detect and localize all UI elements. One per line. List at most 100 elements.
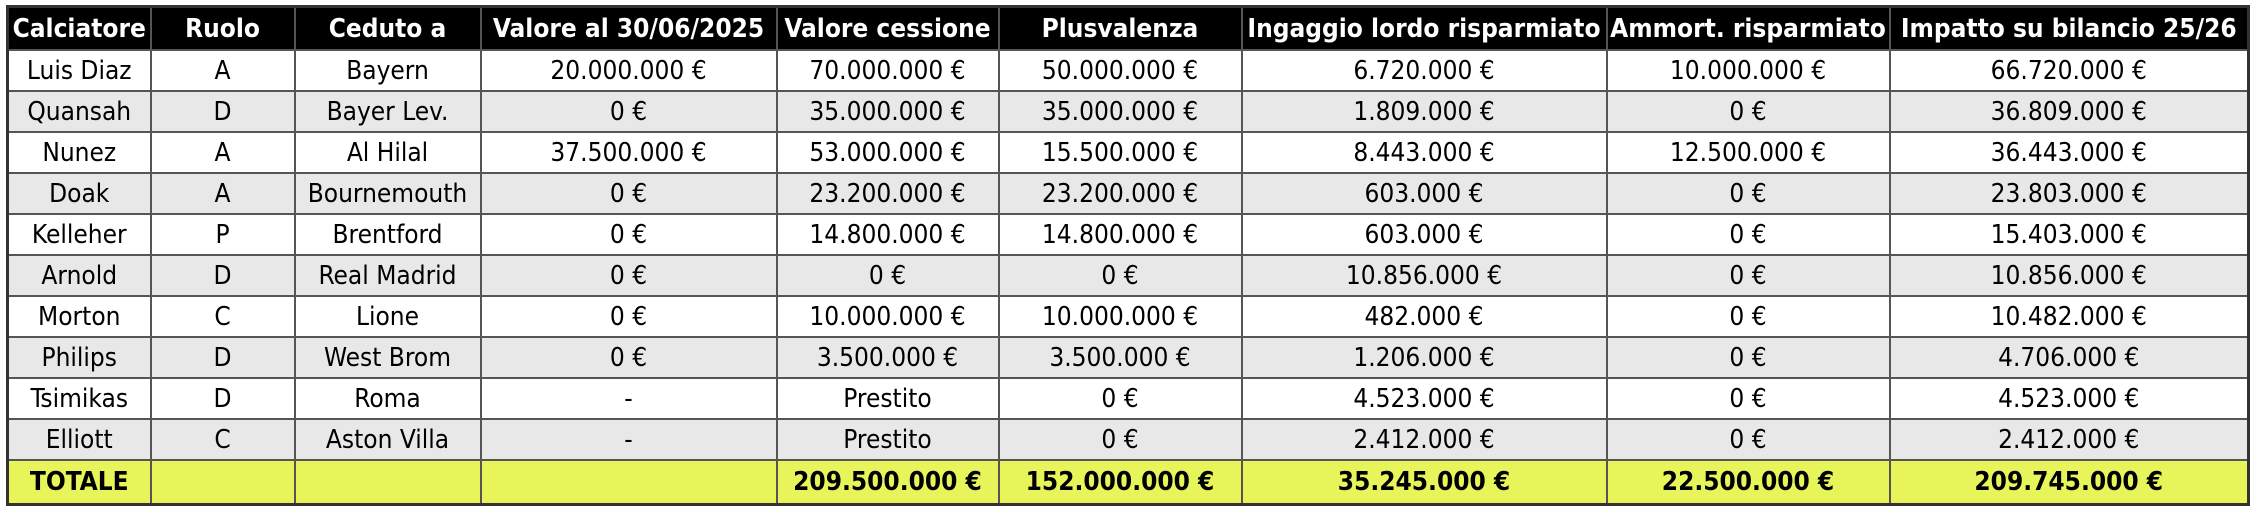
cell-plusvalenza: 0 € <box>997 418 1243 461</box>
cell-calciatore: Luis Diaz <box>6 49 152 92</box>
cell-plusvalenza: 10.000.000 € <box>997 295 1243 338</box>
cell-ammort: 0 € <box>1605 295 1891 338</box>
cell-plusvalenza: 0 € <box>997 254 1243 297</box>
cell-ruolo: A <box>149 172 296 215</box>
cell-ingaggio: 8.443.000 € <box>1240 131 1608 174</box>
cell-plusvalenza: 3.500.000 € <box>997 336 1243 379</box>
cell-ammort: 0 € <box>1605 172 1891 215</box>
cell-ceduto-a: West Brom <box>293 336 482 379</box>
cell-ruolo: C <box>149 295 296 338</box>
cell-valore-cessione: 0 € <box>775 254 1000 297</box>
header-ceduto-a: Ceduto a <box>293 5 482 51</box>
cell-valore-cessione: 10.000.000 € <box>775 295 1000 338</box>
cell-ceduto-a: Aston Villa <box>293 418 482 461</box>
cell-valore-30-06: - <box>479 418 778 461</box>
cell-ingaggio: 4.523.000 € <box>1240 377 1608 420</box>
cell-valore-cessione: 14.800.000 € <box>775 213 1000 256</box>
cell-ingaggio: 603.000 € <box>1240 213 1608 256</box>
total-label: TOTALE <box>6 459 152 506</box>
cell-impatto: 4.523.000 € <box>1888 377 2250 420</box>
cell-valore-30-06: 37.500.000 € <box>479 131 778 174</box>
cell-ceduto-a: Lione <box>293 295 482 338</box>
cell-ceduto-a: Bournemouth <box>293 172 482 215</box>
cell-valore-30-06: 20.000.000 € <box>479 49 778 92</box>
table-row: Morton C Lione 0 € 10.000.000 € 10.000.0… <box>6 295 2250 338</box>
cell-ceduto-a: Real Madrid <box>293 254 482 297</box>
cell-impatto: 10.482.000 € <box>1888 295 2250 338</box>
cell-ammort: 0 € <box>1605 418 1891 461</box>
cell-calciatore: Quansah <box>6 90 152 133</box>
cell-ceduto-a: Roma <box>293 377 482 420</box>
cell-ceduto-a: Bayern <box>293 49 482 92</box>
table-row: Elliott C Aston Villa - Prestito 0 € 2.4… <box>6 418 2250 461</box>
cell-ammort: 10.000.000 € <box>1605 49 1891 92</box>
cell-impatto: 23.803.000 € <box>1888 172 2250 215</box>
cell-ruolo: C <box>149 418 296 461</box>
cell-impatto: 36.443.000 € <box>1888 131 2250 174</box>
cell-ammort: 0 € <box>1605 90 1891 133</box>
cell-calciatore: Tsimikas <box>6 377 152 420</box>
cell-ammort: 12.500.000 € <box>1605 131 1891 174</box>
cell-calciatore: Arnold <box>6 254 152 297</box>
cell-valore-30-06: 0 € <box>479 254 778 297</box>
cell-ruolo: D <box>149 90 296 133</box>
cell-calciatore: Doak <box>6 172 152 215</box>
table-row: Doak A Bournemouth 0 € 23.200.000 € 23.2… <box>6 172 2250 215</box>
header-valore-cessione: Valore cessione <box>775 5 1000 51</box>
cell-ammort: 0 € <box>1605 336 1891 379</box>
header-plusvalenza: Plusvalenza <box>997 5 1243 51</box>
cell-valore-cessione: 3.500.000 € <box>775 336 1000 379</box>
cell-valore-30-06: - <box>479 377 778 420</box>
total-valore-30-06 <box>479 459 778 506</box>
cell-impatto: 10.856.000 € <box>1888 254 2250 297</box>
cell-ingaggio: 603.000 € <box>1240 172 1608 215</box>
table-row: Kelleher P Brentford 0 € 14.800.000 € 14… <box>6 213 2250 256</box>
cell-plusvalenza: 15.500.000 € <box>997 131 1243 174</box>
cell-calciatore: Elliott <box>6 418 152 461</box>
table-row: Philips D West Brom 0 € 3.500.000 € 3.50… <box>6 336 2250 379</box>
cell-ceduto-a: Al Hilal <box>293 131 482 174</box>
cell-ruolo: A <box>149 131 296 174</box>
table-row: Tsimikas D Roma - Prestito 0 € 4.523.000… <box>6 377 2250 420</box>
cell-valore-30-06: 0 € <box>479 295 778 338</box>
cell-plusvalenza: 50.000.000 € <box>997 49 1243 92</box>
cell-plusvalenza: 0 € <box>997 377 1243 420</box>
cell-ruolo: P <box>149 213 296 256</box>
cell-ceduto-a: Brentford <box>293 213 482 256</box>
cell-ingaggio: 1.809.000 € <box>1240 90 1608 133</box>
total-ammort: 22.500.000 € <box>1605 459 1891 506</box>
cell-impatto: 4.706.000 € <box>1888 336 2250 379</box>
cell-ammort: 0 € <box>1605 377 1891 420</box>
total-impatto: 209.745.000 € <box>1888 459 2250 506</box>
cell-valore-cessione: 23.200.000 € <box>775 172 1000 215</box>
cell-plusvalenza: 14.800.000 € <box>997 213 1243 256</box>
transfer-table: Calciatore Ruolo Ceduto a Valore al 30/0… <box>6 5 2250 506</box>
transfer-table-container: Calciatore Ruolo Ceduto a Valore al 30/0… <box>6 5 2250 506</box>
header-ammort-risparmiato: Ammort. risparmiato <box>1605 5 1891 51</box>
cell-ruolo: D <box>149 377 296 420</box>
total-plusvalenza: 152.000.000 € <box>997 459 1243 506</box>
cell-impatto: 2.412.000 € <box>1888 418 2250 461</box>
cell-valore-cessione: 53.000.000 € <box>775 131 1000 174</box>
cell-valore-cessione: Prestito <box>775 418 1000 461</box>
cell-ingaggio: 1.206.000 € <box>1240 336 1608 379</box>
cell-calciatore: Kelleher <box>6 213 152 256</box>
cell-valore-cessione: 70.000.000 € <box>775 49 1000 92</box>
total-ceduto-a <box>293 459 482 506</box>
cell-impatto: 36.809.000 € <box>1888 90 2250 133</box>
cell-ingaggio: 2.412.000 € <box>1240 418 1608 461</box>
header-row: Calciatore Ruolo Ceduto a Valore al 30/0… <box>6 5 2250 51</box>
cell-ingaggio: 10.856.000 € <box>1240 254 1608 297</box>
cell-ingaggio: 482.000 € <box>1240 295 1608 338</box>
table-row: Arnold D Real Madrid 0 € 0 € 0 € 10.856.… <box>6 254 2250 297</box>
cell-valore-cessione: Prestito <box>775 377 1000 420</box>
cell-valore-cessione: 35.000.000 € <box>775 90 1000 133</box>
header-impatto-bilancio: Impatto su bilancio 25/26 <box>1888 5 2250 51</box>
header-calciatore: Calciatore <box>6 5 152 51</box>
cell-plusvalenza: 23.200.000 € <box>997 172 1243 215</box>
header-valore-30-06-2025: Valore al 30/06/2025 <box>479 5 778 51</box>
cell-impatto: 15.403.000 € <box>1888 213 2250 256</box>
total-row: TOTALE 209.500.000 € 152.000.000 € 35.24… <box>6 459 2250 506</box>
table-row: Luis Diaz A Bayern 20.000.000 € 70.000.0… <box>6 49 2250 92</box>
cell-ingaggio: 6.720.000 € <box>1240 49 1608 92</box>
